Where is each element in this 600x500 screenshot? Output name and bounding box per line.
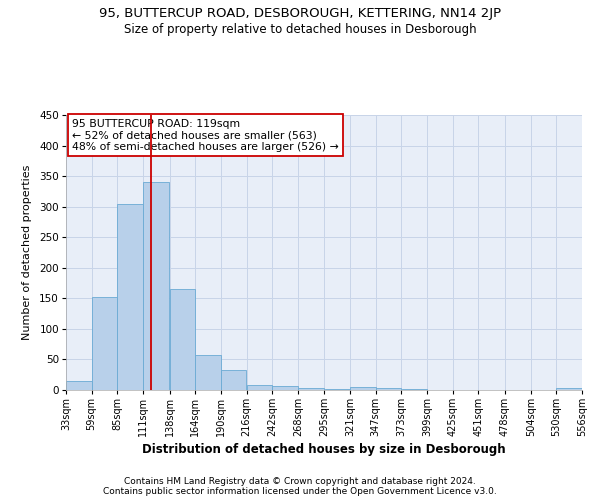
Text: Contains public sector information licensed under the Open Government Licence v3: Contains public sector information licen… — [103, 488, 497, 496]
Bar — [170, 289, 195, 390]
Bar — [143, 182, 169, 390]
Bar — [272, 386, 298, 390]
X-axis label: Distribution of detached houses by size in Desborough: Distribution of detached houses by size … — [142, 444, 506, 456]
Bar — [401, 389, 427, 390]
Bar — [118, 204, 143, 390]
Bar — [66, 381, 92, 390]
Bar — [376, 388, 401, 390]
Bar — [350, 387, 376, 390]
Text: Size of property relative to detached houses in Desborough: Size of property relative to detached ho… — [124, 22, 476, 36]
Text: Contains HM Land Registry data © Crown copyright and database right 2024.: Contains HM Land Registry data © Crown c… — [124, 478, 476, 486]
Bar — [221, 370, 247, 390]
Bar — [325, 389, 350, 390]
Bar — [92, 297, 117, 390]
Text: 95, BUTTERCUP ROAD, DESBOROUGH, KETTERING, NN14 2JP: 95, BUTTERCUP ROAD, DESBOROUGH, KETTERIN… — [99, 8, 501, 20]
Bar — [247, 384, 272, 390]
Y-axis label: Number of detached properties: Number of detached properties — [22, 165, 32, 340]
Text: 95 BUTTERCUP ROAD: 119sqm
← 52% of detached houses are smaller (563)
48% of semi: 95 BUTTERCUP ROAD: 119sqm ← 52% of detac… — [72, 118, 338, 152]
Bar — [196, 355, 221, 390]
Bar — [298, 388, 325, 390]
Bar — [556, 388, 582, 390]
